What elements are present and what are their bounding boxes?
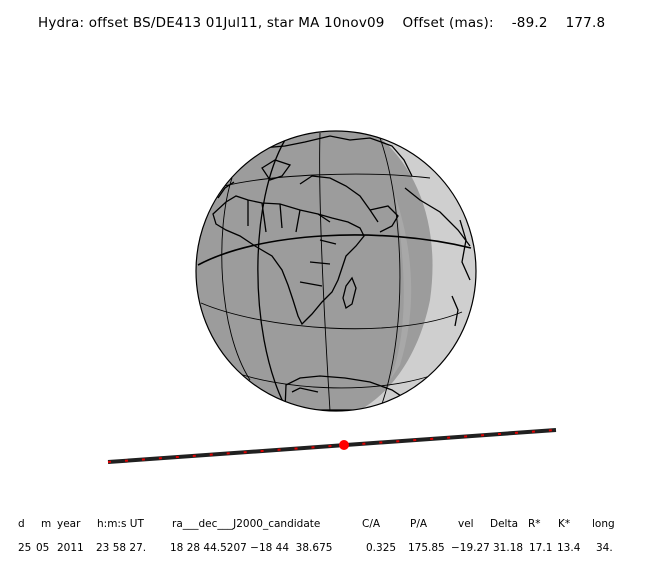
header-month: m — [41, 518, 52, 530]
graticule — [197, 132, 472, 411]
closest-approach-point — [339, 440, 349, 450]
twilight-zone — [360, 131, 476, 410]
value-month: 05 — [36, 542, 50, 554]
header-year: year — [57, 518, 81, 530]
value-k-star: 13.4 — [557, 542, 581, 554]
header-ca: C/A — [362, 518, 381, 530]
header-pa: P/A — [410, 518, 428, 530]
header-vel: vel — [458, 518, 474, 530]
header-coords: ra___dec___J2000_candidate — [172, 518, 321, 530]
value-time: 23 58 27. — [96, 542, 147, 554]
continent-outlines — [212, 135, 471, 411]
value-year: 2011 — [57, 542, 84, 554]
shadow-track — [107, 428, 557, 464]
header-day: d — [18, 518, 25, 530]
value-ca: 0.325 — [366, 542, 397, 554]
value-coords: 18 28 44.5207 −18 44 38.675 — [170, 542, 333, 554]
value-long: 34. — [596, 542, 613, 554]
header-r-star: R* — [528, 518, 541, 530]
header-delta: Delta — [490, 518, 519, 530]
globe-outline — [195, 130, 477, 412]
header-time: h:m:s UT — [97, 518, 144, 530]
value-day: 25 — [18, 542, 32, 554]
value-delta: 31.18 — [493, 542, 524, 554]
value-vel: −19.27 — [451, 542, 490, 554]
dark-shadow-band — [390, 195, 412, 380]
value-r-star: 17.1 — [529, 542, 553, 554]
header-long: long — [592, 518, 615, 530]
value-pa: 175.85 — [408, 542, 445, 554]
header-k-star: K* — [558, 518, 571, 530]
shadow-track-dots — [107, 429, 557, 463]
page-title: Hydra: offset BS/DE413 01Jul11, star MA … — [38, 15, 606, 31]
